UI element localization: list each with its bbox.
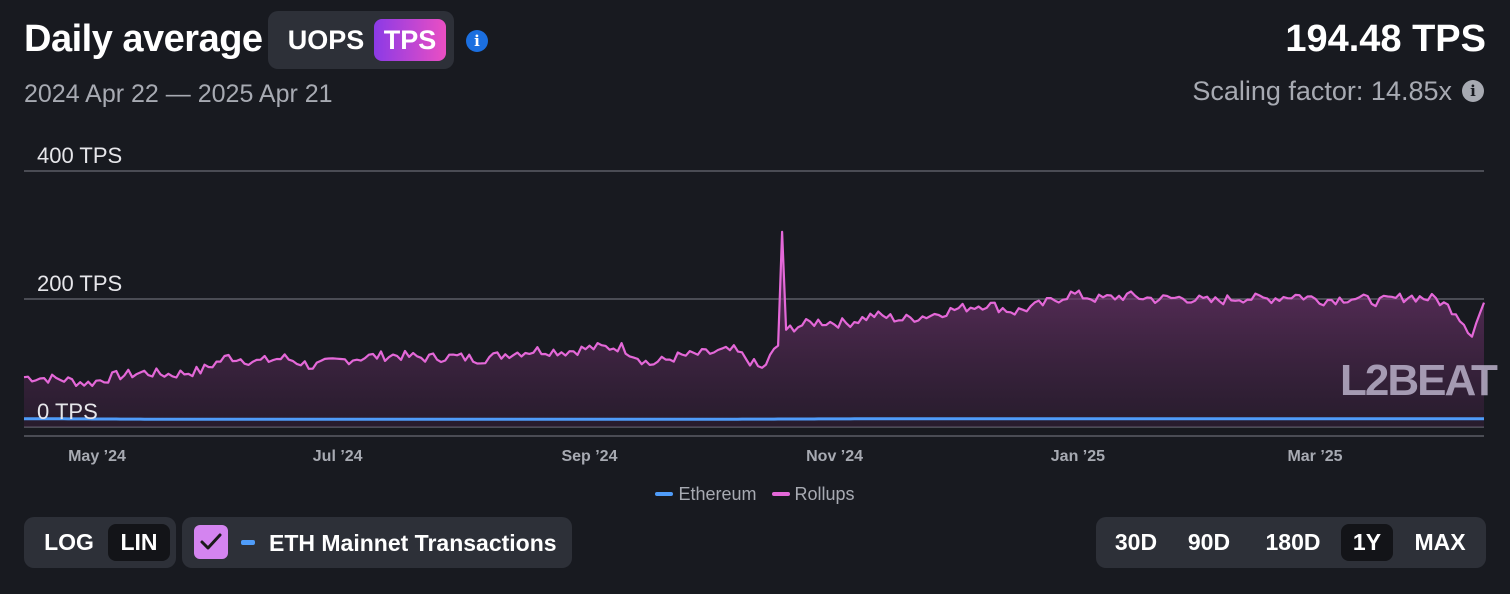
time-range-selector: 30D 90D 180D 1Y MAX [1096,517,1486,568]
y-tick-label: 0 TPS [37,399,98,424]
y-tick-label: 200 TPS [37,271,122,296]
legend-item-rollups[interactable]: Rollups [771,484,855,505]
log-button[interactable]: LOG [44,529,94,555]
range-90d-button[interactable]: 90D [1187,529,1231,555]
ethereum-line-icon [241,540,255,545]
scale-toggle: LOG LIN [24,517,176,568]
x-tick-label: Mar ’25 [1287,448,1342,465]
legend-item-ethereum[interactable]: Ethereum [655,484,757,505]
info-icon[interactable]: i [466,30,488,52]
eth-mainnet-checkbox[interactable] [194,525,228,559]
l2beat-logo: L2BEAT [1340,356,1498,405]
uops-button[interactable]: UOPS [287,25,365,55]
legend-label-ethereum: Ethereum [678,484,757,504]
checkmark-icon [200,533,222,550]
metric-toggle: UOPS TPS [268,11,454,69]
range-1y-button[interactable]: 1Y [1341,524,1393,561]
x-tick-label: Jul ’24 [313,448,363,465]
eth-mainnet-label: ETH Mainnet Transactions [269,530,557,556]
page-title: Daily average [24,18,263,60]
scaling-info-icon[interactable]: i [1462,80,1484,102]
date-range: 2024 Apr 22 — 2025 Apr 21 [24,80,333,108]
rollups-swatch-icon [771,492,790,497]
rollups-area [24,231,1484,427]
x-tick-label: Jan ’25 [1051,448,1105,465]
ethereum-swatch-icon [655,492,674,497]
x-tick-label: Nov ’24 [806,448,863,465]
x-tick-label: Sep ’24 [561,448,617,465]
range-30d-button[interactable]: 30D [1114,529,1158,555]
range-180d-button[interactable]: 180D [1265,529,1321,555]
y-tick-label: 400 TPS [37,143,122,168]
range-max-button[interactable]: MAX [1414,529,1466,555]
chart-legend: Ethereum Rollups [0,484,1510,505]
x-tick-label: May ’24 [68,448,126,465]
lin-button[interactable]: LIN [108,524,170,561]
eth-mainnet-toggle[interactable]: ETH Mainnet Transactions [182,517,572,568]
legend-label-rollups: Rollups [794,484,855,504]
scaling-factor: Scaling factor: 14.85x [1192,76,1452,106]
series-line-ethereum [24,417,1484,421]
current-value: 194.48 TPS [1285,18,1486,60]
tps-button[interactable]: TPS [374,19,446,61]
series-line-rollups [23,230,1486,387]
